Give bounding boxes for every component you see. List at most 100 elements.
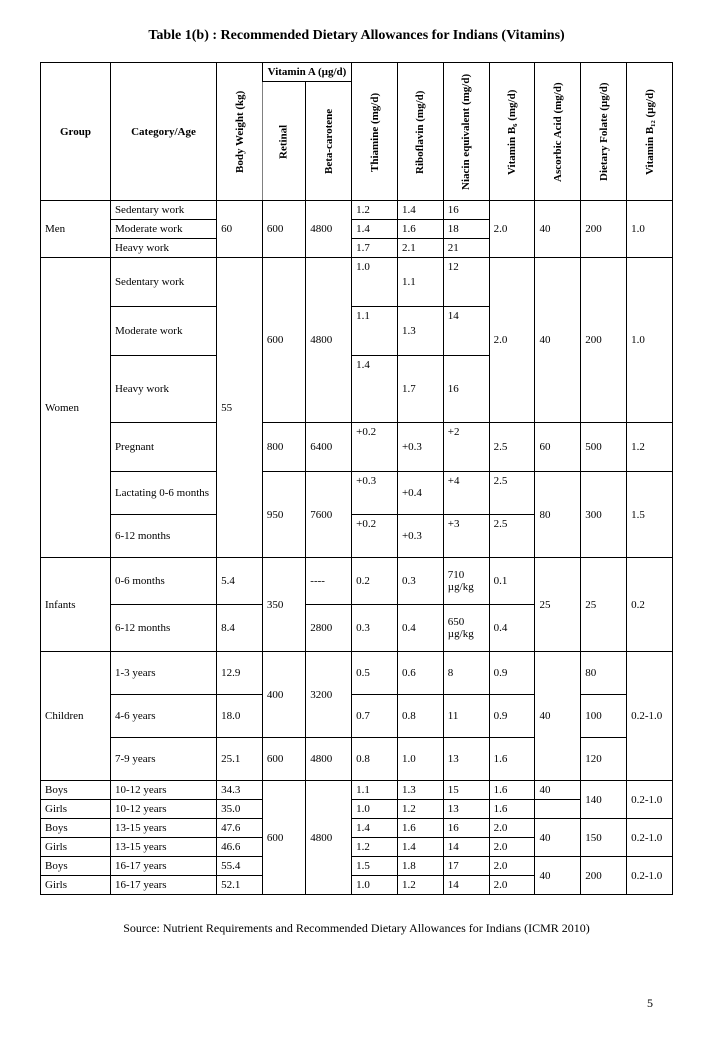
col-beta-carotene: Beta-carotene bbox=[306, 82, 352, 201]
cell: 710 µg/kg bbox=[443, 558, 489, 605]
cell: 1.7 bbox=[397, 356, 443, 423]
cell: +0.3 bbox=[397, 423, 443, 472]
col-thiamine: Thiamine (mg/d) bbox=[352, 63, 398, 201]
cell: +3 bbox=[443, 515, 489, 558]
cell: 14 bbox=[443, 307, 489, 356]
page-number: 5 bbox=[40, 996, 673, 1011]
col-b12: Vitamin B₁₂ (µg/d) bbox=[627, 63, 673, 201]
cell: 1.4 bbox=[397, 201, 443, 220]
cell: 8.4 bbox=[217, 605, 263, 652]
col-body-weight: Body Weight (kg) bbox=[217, 63, 263, 201]
cell: 300 bbox=[581, 472, 627, 558]
cell: 2800 bbox=[306, 605, 352, 652]
table-row: Boys 13-15 years 47.6 1.4 1.6 16 2.0 40 … bbox=[41, 819, 673, 838]
cell: 4-6 years bbox=[110, 695, 216, 738]
cell: 2.0 bbox=[489, 857, 535, 876]
col-folate: Dietary Folate (µg/d) bbox=[581, 63, 627, 201]
cell: ---- bbox=[306, 558, 352, 605]
cell: Sedentary work bbox=[110, 258, 216, 307]
cell: 1.0 bbox=[627, 201, 673, 258]
cell: Women bbox=[41, 258, 111, 558]
cell: 0.3 bbox=[352, 605, 398, 652]
cell: 40 bbox=[535, 258, 581, 423]
cell: 1.1 bbox=[352, 307, 398, 356]
cell: Moderate work bbox=[110, 220, 216, 239]
cell: 1.1 bbox=[352, 781, 398, 800]
cell: 21 bbox=[443, 239, 489, 258]
cell: 60 bbox=[217, 201, 263, 258]
cell: 18.0 bbox=[217, 695, 263, 738]
cell: 10-12 years bbox=[110, 800, 216, 819]
cell: 7600 bbox=[306, 472, 352, 558]
cell: 950 bbox=[262, 472, 305, 558]
cell: 1.2 bbox=[397, 876, 443, 895]
col-niacin: Niacin equivalent (mg/d) bbox=[443, 63, 489, 201]
cell: 11 bbox=[443, 695, 489, 738]
cell: 16 bbox=[443, 201, 489, 220]
cell: 1.6 bbox=[397, 220, 443, 239]
cell: 1.4 bbox=[352, 356, 398, 423]
cell: 40 bbox=[535, 819, 581, 857]
cell: 0.9 bbox=[489, 652, 535, 695]
cell: Girls bbox=[41, 800, 111, 819]
table-row: Women Sedentary work 55 600 4800 1.0 1.1… bbox=[41, 258, 673, 307]
cell: 6-12 months bbox=[110, 515, 216, 558]
cell: Pregnant bbox=[110, 423, 216, 472]
cell: 8 bbox=[443, 652, 489, 695]
cell: Heavy work bbox=[110, 239, 216, 258]
cell: 1.4 bbox=[352, 819, 398, 838]
cell: 2.0 bbox=[489, 258, 535, 423]
cell: 35.0 bbox=[217, 800, 263, 819]
cell: 0.2-1.0 bbox=[627, 819, 673, 857]
cell: 13 bbox=[443, 800, 489, 819]
cell: 13 bbox=[443, 738, 489, 781]
cell: 4800 bbox=[306, 201, 352, 258]
cell: 0.2 bbox=[627, 558, 673, 652]
cell: 500 bbox=[581, 423, 627, 472]
cell: 12.9 bbox=[217, 652, 263, 695]
cell: 52.1 bbox=[217, 876, 263, 895]
cell: 0.2 bbox=[352, 558, 398, 605]
cell: +0.2 bbox=[352, 423, 398, 472]
cell: Heavy work bbox=[110, 356, 216, 423]
cell: 40 bbox=[535, 652, 581, 781]
cell: 400 bbox=[262, 652, 305, 738]
col-category: Category/Age bbox=[110, 63, 216, 201]
cell: 0.8 bbox=[352, 738, 398, 781]
cell: 1.0 bbox=[627, 258, 673, 423]
table-row: Boys 16-17 years 55.4 1.5 1.8 17 2.0 40 … bbox=[41, 857, 673, 876]
cell: 1.2 bbox=[352, 838, 398, 857]
cell: 1.3 bbox=[397, 307, 443, 356]
cell: Boys bbox=[41, 781, 111, 800]
cell: 0.2-1.0 bbox=[627, 781, 673, 819]
cell: 1.2 bbox=[352, 201, 398, 220]
col-b6: Vitamin B₆ (mg/d) bbox=[489, 63, 535, 201]
cell: 0.2-1.0 bbox=[627, 652, 673, 781]
table-row: Boys 10-12 years 34.3 600 4800 1.1 1.3 1… bbox=[41, 781, 673, 800]
cell: +0.3 bbox=[397, 515, 443, 558]
cell: 120 bbox=[581, 738, 627, 781]
rda-table: Group Category/Age Body Weight (kg) Vita… bbox=[40, 62, 673, 895]
cell: 13-15 years bbox=[110, 838, 216, 857]
cell: 1.4 bbox=[397, 838, 443, 857]
table-row: Men Sedentary work 60 600 4800 1.2 1.4 1… bbox=[41, 201, 673, 220]
cell: 16 bbox=[443, 356, 489, 423]
cell: 1.6 bbox=[397, 819, 443, 838]
cell: 0.8 bbox=[397, 695, 443, 738]
cell: 800 bbox=[262, 423, 305, 472]
cell: 25 bbox=[581, 558, 627, 652]
cell: +2 bbox=[443, 423, 489, 472]
cell: 16-17 years bbox=[110, 857, 216, 876]
cell: 1.0 bbox=[352, 800, 398, 819]
cell: 600 bbox=[262, 201, 305, 258]
cell: 350 bbox=[262, 558, 305, 652]
cell: 0.3 bbox=[397, 558, 443, 605]
cell: 12 bbox=[443, 258, 489, 307]
cell: 1.0 bbox=[352, 258, 398, 307]
cell: 2.0 bbox=[489, 201, 535, 258]
cell: 1.7 bbox=[352, 239, 398, 258]
col-ascorbic: Ascorbic Acid (mg/d) bbox=[535, 63, 581, 201]
cell: 1.0 bbox=[397, 738, 443, 781]
cell: 140 bbox=[581, 781, 627, 819]
cell: 0.2-1.0 bbox=[627, 857, 673, 895]
